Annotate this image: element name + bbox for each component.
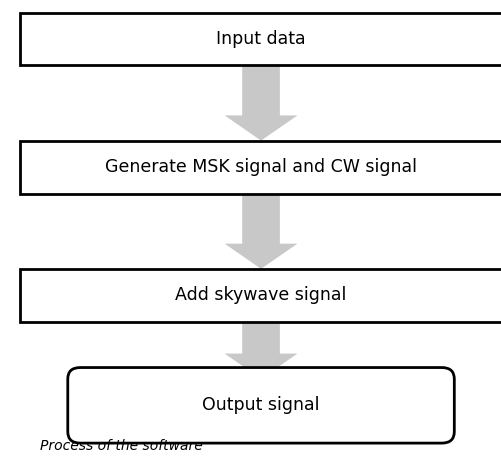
FancyArrow shape <box>224 65 297 141</box>
FancyArrow shape <box>224 194 297 269</box>
FancyBboxPatch shape <box>20 12 501 65</box>
FancyBboxPatch shape <box>68 367 453 443</box>
Text: Output signal: Output signal <box>202 396 319 414</box>
Text: Add skywave signal: Add skywave signal <box>175 286 346 305</box>
FancyArrow shape <box>224 322 297 379</box>
FancyBboxPatch shape <box>20 141 501 193</box>
FancyBboxPatch shape <box>20 269 501 322</box>
Text: Generate MSK signal and CW signal: Generate MSK signal and CW signal <box>105 158 416 176</box>
Text: Input data: Input data <box>216 30 305 48</box>
Text: Process of the software: Process of the software <box>40 439 202 453</box>
